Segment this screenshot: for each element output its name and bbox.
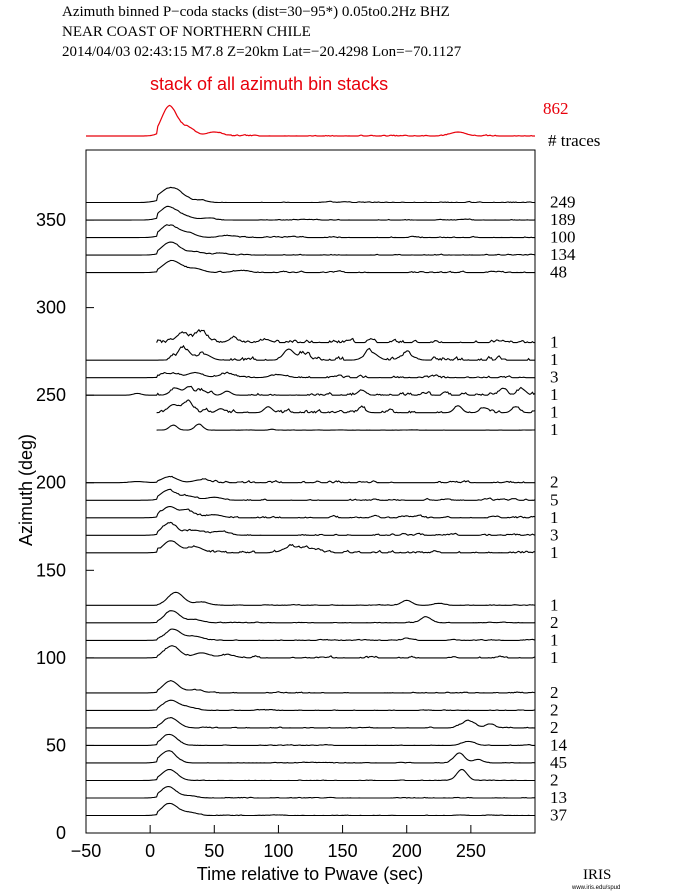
trace-count-label: 1 bbox=[550, 648, 559, 667]
trace-count-label: 134 bbox=[550, 245, 576, 264]
x-tick-label: 0 bbox=[145, 841, 155, 861]
azimuth-trace bbox=[86, 205, 536, 221]
y-tick-label: 350 bbox=[36, 210, 66, 230]
trace-count-label: 189 bbox=[550, 210, 576, 229]
x-tick-label: 200 bbox=[392, 841, 422, 861]
y-tick-label: 100 bbox=[36, 648, 66, 668]
trace-count-label: 48 bbox=[550, 263, 567, 282]
azimuth-trace bbox=[86, 488, 536, 501]
azimuth-trace bbox=[86, 680, 536, 694]
x-axis-label: Time relative to Pwave (sec) bbox=[197, 864, 423, 884]
azimuth-trace bbox=[156, 423, 536, 431]
trace-count-label: 249 bbox=[550, 193, 576, 212]
azimuth-trace bbox=[86, 224, 535, 239]
y-tick-label: 50 bbox=[46, 735, 66, 755]
trace-count-label: 1 bbox=[550, 543, 559, 562]
trace-counts: 2491891001344811311125131121122214452133… bbox=[550, 193, 576, 825]
azimuth-trace bbox=[86, 645, 536, 659]
azimuth-trace bbox=[156, 328, 535, 344]
azimuth-trace bbox=[86, 628, 536, 641]
trace-count-label: 2 bbox=[550, 718, 559, 737]
azimuth-trace bbox=[86, 505, 536, 519]
iris-logo-url: www.iris.edu/spud bbox=[571, 885, 620, 891]
azimuth-trace bbox=[86, 750, 536, 764]
trace-count-label: 1 bbox=[550, 595, 559, 614]
azimuth-trace bbox=[86, 768, 535, 782]
figure-title-line1: Azimuth binned P−coda stacks (dist=30−95… bbox=[62, 4, 450, 20]
azimuth-trace bbox=[86, 371, 535, 379]
trace-count-label: 13 bbox=[550, 788, 567, 807]
trace-count-label: 2 bbox=[550, 771, 559, 790]
y-axis-label: Azimuth (deg) bbox=[16, 434, 36, 546]
trace-count-label: 3 bbox=[550, 525, 559, 544]
azimuth-trace bbox=[86, 802, 535, 817]
azimuth-trace bbox=[86, 344, 535, 362]
trace-count-label: 37 bbox=[550, 806, 568, 825]
trace-count-label: 14 bbox=[550, 735, 568, 754]
trace-count-label: 1 bbox=[550, 403, 559, 422]
figure-title-line3: 2014/04/03 02:43:15 M7.8 Z=20km Lat=−20.… bbox=[62, 44, 462, 60]
trace-count-label: 1 bbox=[550, 630, 559, 649]
trace-count-label: 1 bbox=[550, 333, 559, 352]
iris-logo-text: IRIS bbox=[583, 867, 611, 883]
y-tick-label: 150 bbox=[36, 560, 66, 580]
figure-title-line2: NEAR COAST OF NORTHERN CHILE bbox=[62, 24, 311, 40]
plot-frame bbox=[85, 149, 536, 834]
trace-count-label: 1 bbox=[550, 508, 559, 527]
trace-count-label: 1 bbox=[550, 385, 559, 404]
azimuth-trace bbox=[86, 259, 535, 274]
azimuth-trace bbox=[86, 186, 535, 204]
azimuth-trace bbox=[86, 475, 535, 484]
azimuth-trace bbox=[86, 591, 536, 606]
azimuth-trace bbox=[86, 699, 536, 711]
azimuth-trace bbox=[86, 610, 536, 624]
traces-column-header: # traces bbox=[548, 131, 600, 150]
x-tick-label: −50 bbox=[71, 841, 102, 861]
trace-count-label: 45 bbox=[550, 753, 567, 772]
azimuth-trace bbox=[86, 717, 535, 729]
trace-count-label: 2 bbox=[550, 683, 559, 702]
trace-count-label: 1 bbox=[550, 350, 559, 369]
trace-count-label: 1 bbox=[550, 420, 559, 439]
x-axis: −50 0 50 100 150 200 250 bbox=[71, 825, 486, 861]
azimuth-trace bbox=[86, 385, 536, 396]
stack-count: 862 bbox=[543, 99, 569, 118]
x-tick-label: 150 bbox=[328, 841, 358, 861]
y-axis: 0 50 100 150 200 250 300 350 bbox=[36, 210, 94, 843]
trace-count-label: 5 bbox=[550, 490, 559, 509]
trace-count-label: 2 bbox=[550, 613, 559, 632]
y-tick-label: 0 bbox=[56, 823, 66, 843]
iris-logo: IRIS www.iris.edu/spud bbox=[571, 867, 620, 891]
x-tick-label: 250 bbox=[456, 841, 486, 861]
stack-trace bbox=[86, 104, 535, 137]
azimuth-trace bbox=[86, 241, 536, 256]
azimuth-trace bbox=[86, 733, 535, 746]
x-tick-label: 100 bbox=[263, 841, 293, 861]
azimuth-trace bbox=[86, 785, 536, 799]
x-tick-label: 50 bbox=[204, 841, 224, 861]
y-tick-label: 200 bbox=[36, 473, 66, 493]
y-tick-label: 300 bbox=[36, 298, 66, 318]
azimuth-trace bbox=[156, 399, 536, 414]
traces-layer bbox=[86, 186, 536, 817]
trace-count-label: 3 bbox=[550, 368, 559, 387]
stack-label: stack of all azimuth bin stacks bbox=[150, 74, 388, 94]
azimuth-trace bbox=[86, 521, 536, 536]
trace-count-label: 2 bbox=[550, 700, 559, 719]
y-tick-label: 250 bbox=[36, 385, 66, 405]
trace-count-label: 2 bbox=[550, 473, 559, 492]
azimuth-trace bbox=[86, 540, 536, 554]
trace-count-label: 100 bbox=[550, 228, 576, 247]
